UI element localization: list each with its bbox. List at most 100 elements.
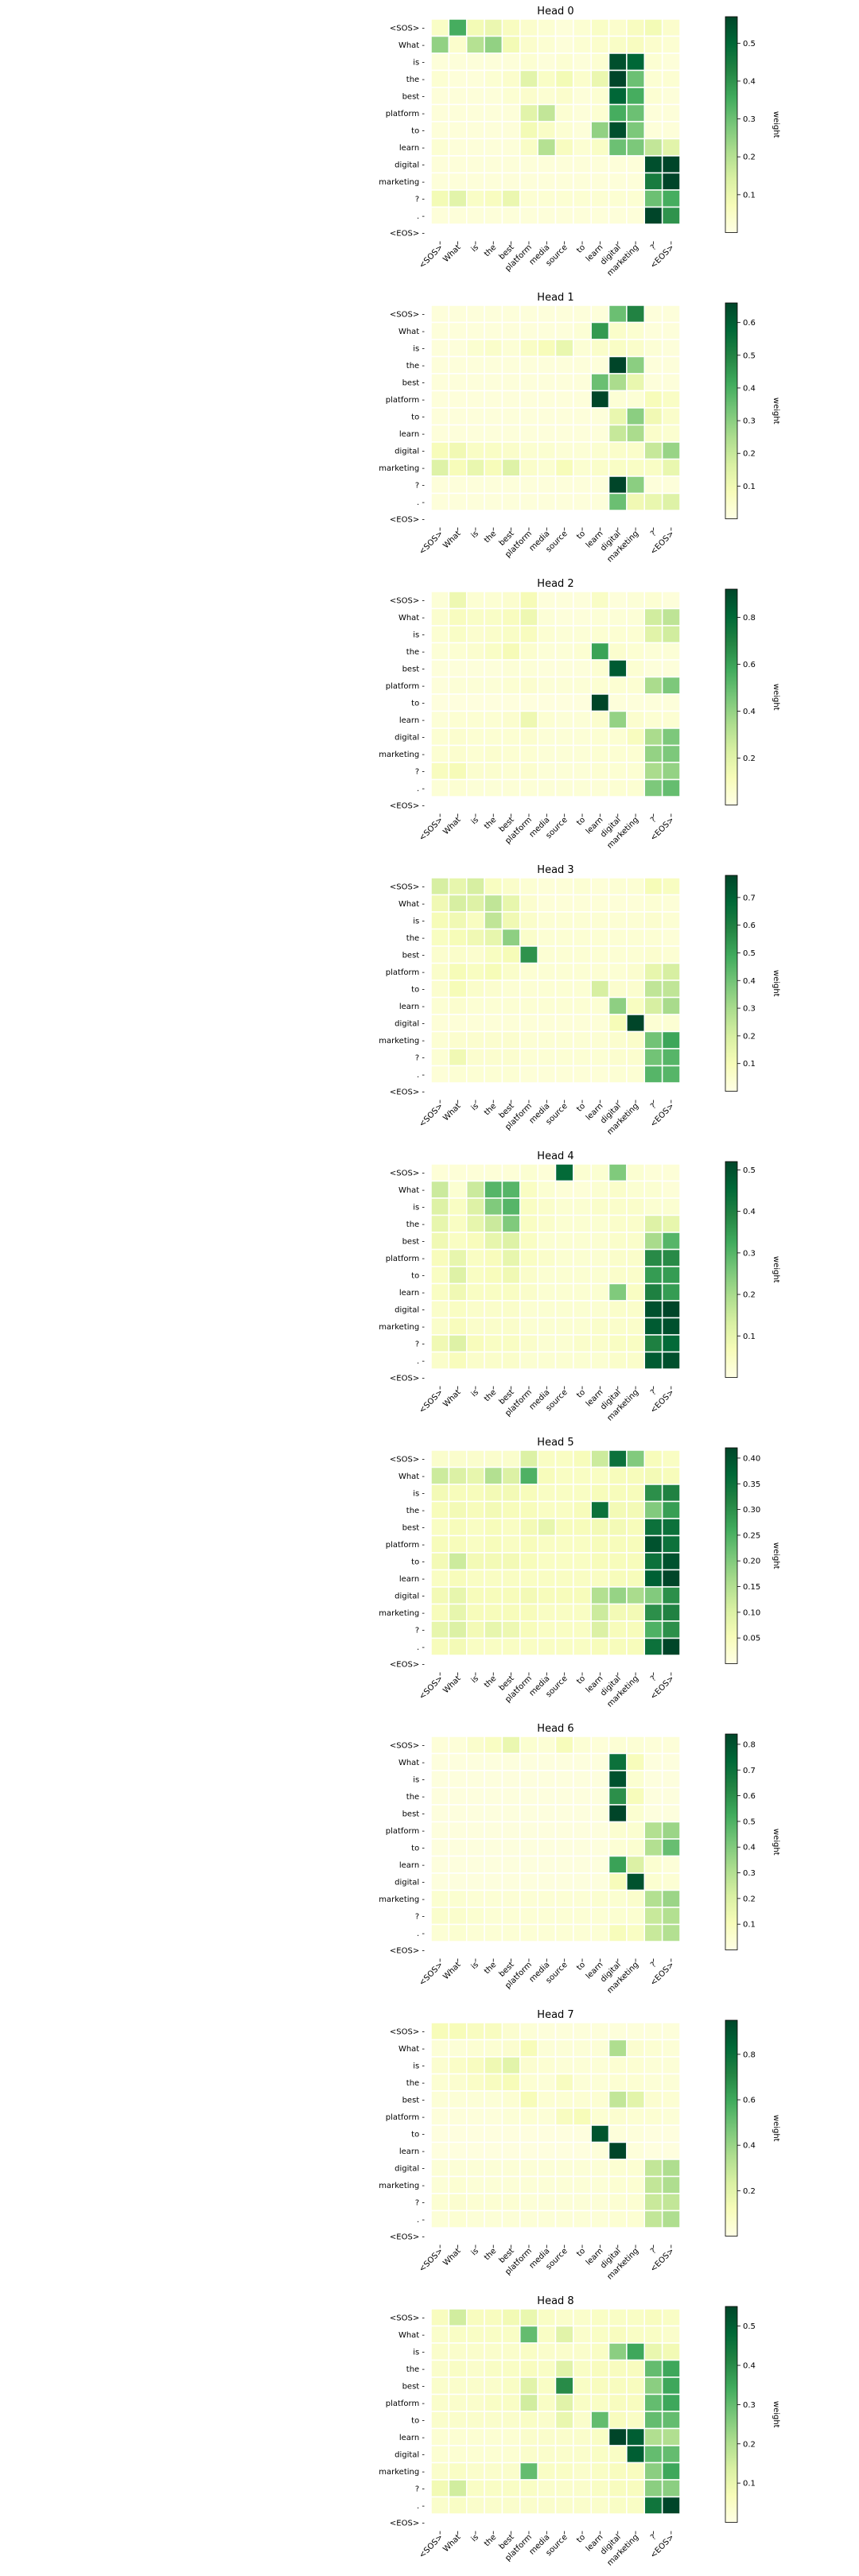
row-tick-label: digital -	[395, 1019, 425, 1028]
heatmap-cell	[465, 1752, 485, 1771]
heatmap-panel-5: Head 5<SOS> -What -is -the -best -platfo…	[379, 1437, 780, 1709]
heatmap-cell	[430, 35, 450, 54]
heatmap-cell	[501, 1500, 521, 1519]
heatmap-cell	[484, 2462, 503, 2481]
row-tick-label: is -	[413, 2062, 425, 2070]
heatmap-cell	[643, 911, 663, 930]
heatmap-cell	[590, 121, 610, 140]
heatmap-cell	[465, 2427, 485, 2446]
heatmap-cell	[608, 69, 628, 88]
heatmap-cell	[448, 1907, 468, 1926]
heatmap-cell	[465, 1804, 485, 1823]
heatmap-cell	[554, 492, 574, 511]
heatmap-cell	[643, 1923, 663, 1942]
heatmap-cell	[643, 2141, 663, 2160]
heatmap-cell	[573, 2159, 592, 2178]
heatmap-cell	[430, 778, 450, 797]
heatmap-cell	[608, 693, 628, 712]
heatmap-cell	[519, 744, 538, 763]
heatmap-cell	[501, 2462, 521, 2481]
heatmap-cell	[626, 2342, 646, 2361]
row-tick-label: <EOS> -	[390, 2519, 425, 2528]
heatmap-cell	[519, 1300, 538, 1319]
heatmap-cell	[537, 492, 557, 511]
heatmap-cell	[430, 1752, 450, 1771]
row-tick-label: digital -	[395, 1878, 425, 1887]
heatmap-cell	[661, 189, 681, 208]
heatmap-cell	[519, 676, 538, 695]
col-tick-label: What	[441, 1102, 462, 1123]
heatmap-cell	[448, 407, 468, 426]
col-tick-label: the	[483, 2247, 498, 2262]
heatmap-cell	[430, 607, 450, 627]
heatmap-cell	[484, 390, 503, 409]
heatmap-cell	[590, 1065, 610, 1084]
heatmap-cell	[465, 373, 485, 392]
heatmap-cell	[661, 2393, 681, 2412]
heatmap-cell	[448, 2141, 468, 2160]
heatmap-cell	[554, 1282, 574, 1302]
heatmap-cell	[448, 744, 468, 763]
heatmap-cell	[554, 2427, 574, 2446]
heatmap-cell	[590, 894, 610, 913]
col-tick-label: <SOS>	[418, 1674, 445, 1701]
heatmap-cell	[519, 1552, 538, 1571]
heatmap-cell	[537, 1351, 557, 1370]
heatmap-panel-8: Head 8<SOS> -What -is -the -best -platfo…	[379, 2295, 780, 2568]
heatmap-cell	[537, 2462, 557, 2481]
heatmap-cell	[430, 2427, 450, 2446]
heatmap-cell	[661, 1620, 681, 1639]
heatmap-cell	[484, 1804, 503, 1823]
heatmap-cell	[608, 1180, 628, 1199]
col-tick-label: to	[575, 1674, 587, 1686]
heatmap-cell	[465, 1232, 485, 1251]
heatmap-cell	[484, 1821, 503, 1840]
heatmap-cell	[554, 138, 574, 157]
heatmap-cell	[661, 52, 681, 72]
row-tick-label: <EOS> -	[390, 1946, 425, 1955]
heatmap-cell	[501, 1752, 521, 1771]
panel-title: Head 7	[537, 2009, 573, 2021]
row-tick-label: learn -	[399, 716, 426, 725]
row-tick-label: marketing -	[379, 1037, 425, 1046]
heatmap-cell	[643, 1552, 663, 1571]
row-tick-label: <EOS> -	[390, 801, 425, 810]
heatmap-cell	[608, 2039, 628, 2058]
heatmap-cell	[537, 1500, 557, 1519]
heatmap-cell	[430, 1334, 450, 1353]
col-tick-label: ?	[649, 2533, 659, 2543]
heatmap-cell	[626, 2445, 646, 2464]
heatmap-cell	[537, 69, 557, 88]
heatmap-cell	[537, 103, 557, 122]
heatmap-cell	[590, 206, 610, 225]
heatmap-cell	[554, 155, 574, 174]
heatmap-cell	[573, 659, 592, 678]
heatmap-cell	[448, 87, 468, 106]
heatmap-cell	[430, 2496, 450, 2515]
heatmap-cell	[554, 642, 574, 661]
heatmap-cell	[519, 1030, 538, 1049]
heatmap-cell	[661, 945, 681, 964]
heatmap-cell	[448, 928, 468, 947]
heatmap-cell	[537, 2039, 557, 2058]
heatmap-cell	[537, 172, 557, 191]
heatmap-cell	[554, 1030, 574, 1049]
heatmap-cell	[573, 1518, 592, 1537]
heatmap-cell	[590, 1300, 610, 1319]
heatmap-cell	[661, 2342, 681, 2361]
heatmap-cell	[465, 458, 485, 477]
row-tick-label: learn -	[399, 430, 426, 439]
heatmap-cell	[573, 727, 592, 747]
heatmap-cell	[484, 424, 503, 443]
heatmap-cell	[661, 321, 681, 340]
heatmap-cell	[554, 945, 574, 964]
heatmap-cell	[590, 945, 610, 964]
colorbar-tick-label: 0.10	[743, 1608, 760, 1617]
heatmap-cell	[537, 2056, 557, 2075]
heatmap-cell	[430, 1466, 450, 1485]
heatmap-cell	[608, 424, 628, 443]
heatmap-cell	[501, 727, 521, 747]
heatmap-cell	[608, 2056, 628, 2075]
heatmap-cell	[573, 441, 592, 460]
heatmap-cell	[465, 305, 485, 324]
